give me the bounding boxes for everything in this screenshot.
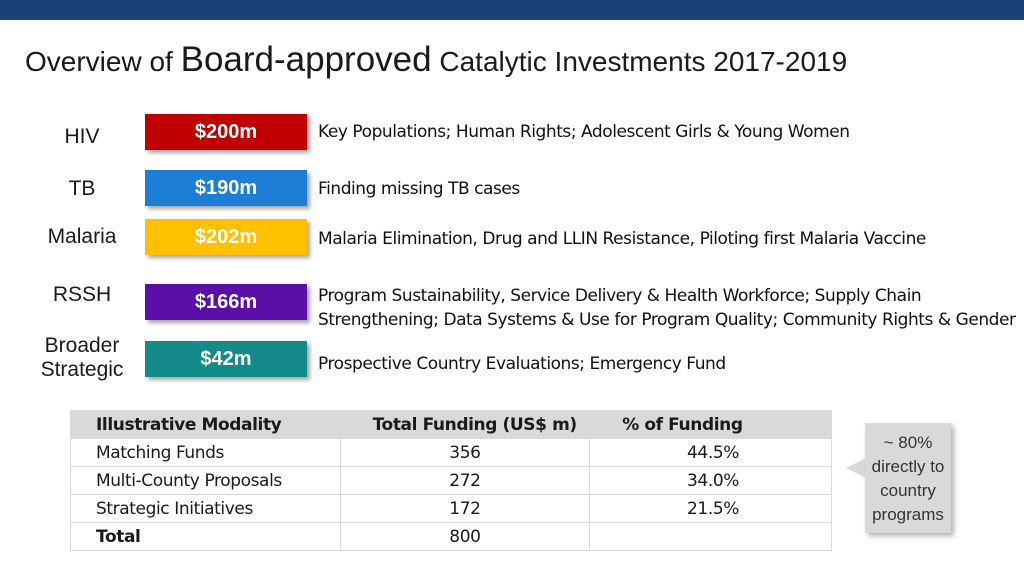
row-label-tb: TB (68, 177, 96, 200)
amount-badge-tb: $190m (145, 170, 307, 206)
callout-pointer (846, 458, 866, 478)
row-label-malaria: Malaria (47, 225, 117, 248)
cell-total-funding: 172 (339, 494, 591, 523)
description-malaria: Malaria Elimination, Drug and LLIN Resis… (318, 229, 926, 249)
title-part-3: Catalytic Investments 2017-2019 (431, 46, 848, 77)
cell-total-label: Total (70, 522, 341, 551)
amount-badge-rssh: $166m (145, 284, 307, 320)
row-label-rssh: RSSH (52, 283, 112, 306)
callout-line-2: directly to (871, 457, 945, 476)
callout-box: ~ 80% directly to country programs (865, 423, 951, 533)
cell-modality: Multi-County Proposals (70, 466, 341, 495)
cell-modality: Matching Funds (70, 438, 341, 467)
cell-total-funding: 356 (339, 438, 591, 467)
amount-badge-malaria: $202m (145, 219, 307, 255)
title-part-2: Board-approved (180, 40, 432, 79)
header-percent-funding: % of Funding (589, 410, 832, 439)
description-rssh: Program Sustainability, Service Delivery… (318, 284, 1016, 332)
modality-table: Illustrative Modality Total Funding (US$… (70, 410, 832, 551)
row-label-hiv: HIV (64, 125, 100, 148)
cell-total-percent (589, 522, 832, 551)
table-row: Strategic Initiatives 172 21.5% (70, 494, 832, 523)
description-rssh-line-2: Strengthening; Data Systems & Use for Pr… (318, 310, 1016, 330)
callout-line-3: country (880, 481, 936, 500)
header-total-funding: Total Funding (US$ m) (339, 410, 591, 439)
cell-total-value: 800 (339, 522, 591, 551)
table-total-row: Total 800 (70, 522, 832, 551)
description-broader-strategic: Prospective Country Evaluations; Emergen… (318, 354, 726, 374)
cell-percent: 21.5% (589, 494, 832, 523)
table-row: Matching Funds 356 44.5% (70, 438, 832, 467)
cell-total-funding: 272 (339, 466, 591, 495)
title-part-1: Overview of (25, 46, 181, 77)
row-label-strategic: Strategic (40, 358, 124, 381)
table-header-row: Illustrative Modality Total Funding (US$… (70, 410, 832, 439)
callout-line-4: programs (872, 505, 944, 524)
cell-modality: Strategic Initiatives (70, 494, 341, 523)
top-banner-bar (0, 0, 1024, 20)
cell-percent: 44.5% (589, 438, 832, 467)
header-illustrative-modality: Illustrative Modality (70, 410, 341, 439)
amount-badge-hiv: $200m (145, 114, 307, 150)
description-tb: Finding missing TB cases (318, 179, 520, 199)
description-hiv: Key Populations; Human Rights; Adolescen… (318, 122, 850, 142)
row-label-broader: Broader (44, 334, 120, 357)
row-label-broader-strategic: Broader Strategic (22, 334, 142, 382)
table-row: Multi-County Proposals 272 34.0% (70, 466, 832, 495)
cell-percent: 34.0% (589, 466, 832, 495)
callout-line-1: ~ 80% (883, 433, 933, 452)
amount-badge-broader-strategic: $42m (145, 341, 307, 377)
description-rssh-line-1: Program Sustainability, Service Delivery… (318, 286, 922, 306)
page-title: Overview of Board-approved Catalytic Inv… (25, 40, 847, 80)
